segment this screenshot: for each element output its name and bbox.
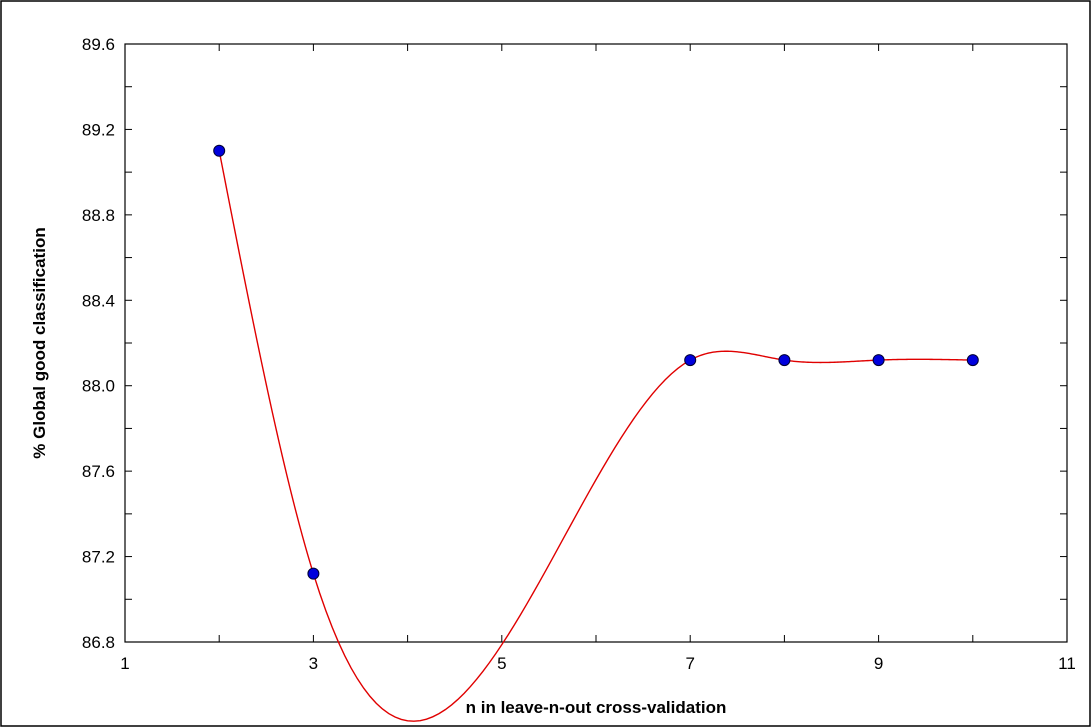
data-point	[966, 354, 979, 367]
x-tick-labels: 1 3 5 7 9 11	[120, 654, 1076, 673]
x-tick-label: 5	[497, 654, 506, 673]
x-tick-label: 3	[309, 654, 318, 673]
y-tick-labels: 86.8 87.2 87.6 88.0 88.4 88.8 89.2 89.6	[82, 35, 115, 652]
x-tick-label: 7	[685, 654, 694, 673]
y-axis-title: % Global good classification	[30, 227, 49, 458]
y-tick-label: 87.2	[82, 548, 115, 567]
data-point	[872, 354, 885, 367]
data-point	[684, 354, 697, 367]
smooth-fit-curve	[218, 150, 973, 722]
data-point	[778, 354, 791, 367]
data-point	[213, 144, 226, 157]
y-tick-label: 86.8	[82, 633, 115, 652]
minor-ticks	[124, 43, 1068, 643]
y-tick-label: 88.4	[82, 291, 115, 310]
plot-area	[124, 43, 1068, 643]
y-tick-label: 89.2	[82, 120, 115, 139]
x-axis-title: n in leave-n-out cross-validation	[466, 698, 727, 717]
data-points	[213, 144, 979, 580]
y-tick-label: 88.0	[82, 377, 115, 396]
x-tick-label: 9	[874, 654, 883, 673]
data-point	[307, 567, 320, 580]
y-tick-label: 89.6	[82, 35, 115, 54]
y-tick-label: 87.6	[82, 462, 115, 481]
x-tick-label: 1	[120, 654, 129, 673]
y-tick-label: 88.8	[82, 206, 115, 225]
x-tick-label: 11	[1058, 654, 1076, 673]
